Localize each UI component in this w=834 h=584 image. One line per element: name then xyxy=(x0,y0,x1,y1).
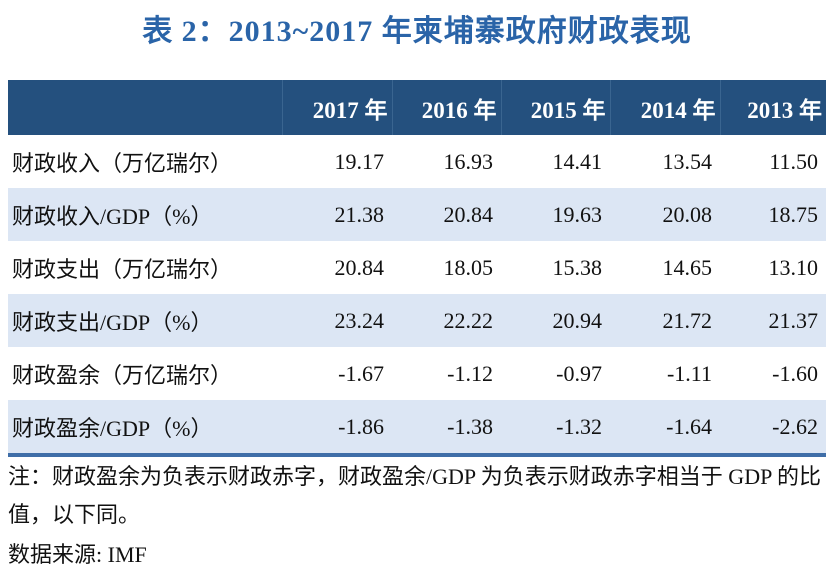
table-title: 表 2：2013~2017 年柬埔寨政府财政表现 xyxy=(142,15,692,48)
header-cell: 2017 年 xyxy=(281,80,392,135)
value-cell: 21.38 xyxy=(282,188,392,241)
value-cell: -1.67 xyxy=(338,360,384,386)
value-cell: -1.12 xyxy=(447,360,493,386)
value-cell: 19.17 xyxy=(334,148,385,174)
row-label: 财政支出（万亿瑞尔） xyxy=(12,256,233,282)
value-cell: -1.11 xyxy=(666,360,712,386)
row-label: 财政收入/GDP（%） xyxy=(8,188,282,241)
table-row: 财政支出/GDP（%） 23.24 22.22 20.94 21.72 21.37 xyxy=(8,294,826,347)
header-cell xyxy=(8,80,282,135)
value-cell: 20.94 xyxy=(501,294,610,347)
value-cell: 19.63 xyxy=(501,188,610,241)
value-cell: 18.75 xyxy=(720,188,826,241)
value-cell: -1.38 xyxy=(392,400,501,457)
value-cell: 20.08 xyxy=(610,188,720,241)
value-cell: 11.50 xyxy=(769,148,818,174)
value-cell: 16.93 xyxy=(443,148,494,174)
header-cell: 2014 年 xyxy=(609,80,720,135)
data-source: 数据来源: IMF xyxy=(8,542,147,567)
value-cell: -0.97 xyxy=(556,360,602,386)
header-cell: 2015 年 xyxy=(500,80,610,135)
value-cell: 20.84 xyxy=(392,188,501,241)
value-cell: 13.54 xyxy=(662,148,713,174)
row-label: 财政收入（万亿瑞尔） xyxy=(12,150,233,176)
fiscal-table: 2017 年 2016 年 2015 年 2014 年 2013 年 财政收入（… xyxy=(8,80,826,457)
table-row: 财政收入/GDP（%） 21.38 20.84 19.63 20.08 18.75 xyxy=(8,188,826,241)
value-cell: 14.65 xyxy=(662,254,713,280)
value-cell: 14.41 xyxy=(552,148,603,174)
header-cell: 2013 年 xyxy=(719,80,826,135)
value-cell: 13.10 xyxy=(768,254,819,280)
table-row: 财政盈余（万亿瑞尔） -1.67 -1.12 -0.97 -1.11 -1.60 xyxy=(8,347,826,400)
value-cell: 23.24 xyxy=(282,294,392,347)
table-row: 财政支出（万亿瑞尔） 20.84 18.05 15.38 14.65 13.10 xyxy=(8,241,826,294)
header-row: 2017 年 2016 年 2015 年 2014 年 2013 年 xyxy=(8,80,826,135)
value-cell: -1.64 xyxy=(610,400,720,457)
value-cell: -2.62 xyxy=(720,400,826,457)
value-cell: 20.84 xyxy=(334,254,385,280)
value-cell: -1.86 xyxy=(282,400,392,457)
value-cell: 21.72 xyxy=(610,294,720,347)
value-cell: -1.60 xyxy=(772,360,818,386)
table-row: 财政收入（万亿瑞尔） 19.17 16.93 14.41 13.54 11.50 xyxy=(8,135,826,188)
value-cell: 22.22 xyxy=(392,294,501,347)
value-cell: 18.05 xyxy=(443,254,494,280)
value-cell: -1.32 xyxy=(501,400,610,457)
row-label: 财政支出/GDP（%） xyxy=(8,294,282,347)
table-note: 注：财政盈余为负表示财政赤字，财政盈余/GDP 为负表示财政赤字相当于 GDP … xyxy=(8,464,822,527)
value-cell: 21.37 xyxy=(720,294,826,347)
value-cell: 15.38 xyxy=(552,254,603,280)
header-cell: 2016 年 xyxy=(391,80,501,135)
row-label: 财政盈余/GDP（%） xyxy=(8,400,282,457)
row-label: 财政盈余（万亿瑞尔） xyxy=(12,362,233,388)
table-row: 财政盈余/GDP（%） -1.86 -1.38 -1.32 -1.64 -2.62 xyxy=(8,400,826,457)
